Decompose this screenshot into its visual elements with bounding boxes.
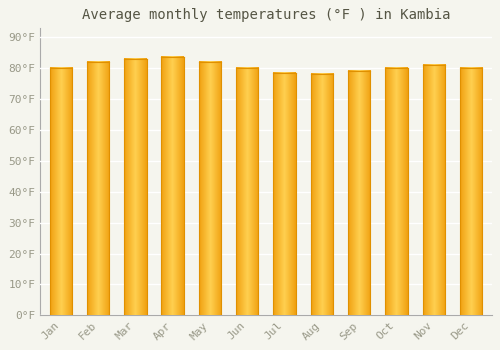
Title: Average monthly temperatures (°F ) in Kambia: Average monthly temperatures (°F ) in Ka… xyxy=(82,8,450,22)
